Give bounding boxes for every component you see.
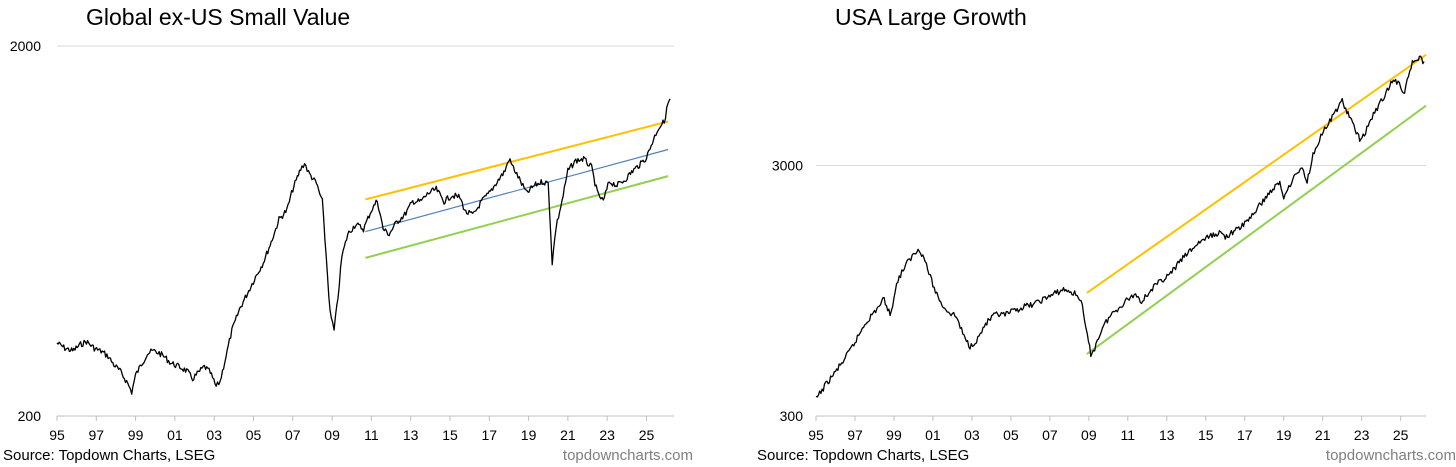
x-tick-label: 15	[442, 427, 458, 443]
x-tick-label: 97	[89, 427, 105, 443]
x-tick-label: 01	[925, 427, 941, 443]
site-credit: topdowncharts.com	[1325, 447, 1456, 464]
chart-plot-global-ex-us: 200 2000 95 97 99 01 03 05 07 09 11 13 15 17 19 21 23 25	[10, 38, 674, 443]
x-tick-label: 07	[285, 427, 301, 443]
x-tick-label: 95	[808, 427, 824, 443]
y-tick-label: 2000	[10, 38, 41, 54]
chart-panel-usa-large-growth: USA Large Growth 300 3000 95 97 99 01 03 05 07 09…	[728, 0, 1456, 467]
y-tick-label: 300	[780, 408, 804, 424]
x-tick-label: 19	[521, 427, 537, 443]
x-tick-label: 97	[847, 427, 863, 443]
x-tick-label: 25	[639, 427, 655, 443]
upper-trend-line	[365, 120, 669, 201]
upper-trend-line	[1086, 53, 1427, 294]
x-tick-label: 21	[1315, 427, 1331, 443]
lower-trend-line	[1086, 104, 1427, 355]
lower-trend-line	[365, 175, 669, 259]
x-tick-label: 09	[324, 427, 340, 443]
x-tick-label: 17	[482, 427, 498, 443]
y-tick-label: 3000	[772, 158, 803, 174]
x-tick-label: 95	[49, 427, 65, 443]
x-tick-label: 25	[1393, 427, 1409, 443]
x-tick-label: 15	[1198, 427, 1214, 443]
x-tick-label: 03	[964, 427, 980, 443]
x-tick-label: 07	[1042, 427, 1058, 443]
x-tick-label: 05	[246, 427, 262, 443]
chart-title: Global ex-US Small Value	[86, 4, 351, 30]
x-tick-label: 23	[1354, 427, 1370, 443]
price-series-line	[815, 55, 1425, 398]
x-tick-label: 13	[1159, 427, 1175, 443]
x-tick-label: 11	[1121, 427, 1136, 443]
x-tick-label: 13	[403, 427, 419, 443]
site-credit: topdowncharts.com	[562, 447, 693, 464]
x-tick-label: 17	[1237, 427, 1253, 443]
source-note: Source: Topdown Charts, LSEG	[3, 447, 216, 464]
y-tick-label: 200	[18, 408, 42, 424]
x-tick-label: 03	[206, 427, 222, 443]
chart-plot-usa-large-growth: 300 3000 95 97 99 01 03 05 07 09 11 13 15 17 19 21 23 25	[772, 53, 1427, 443]
x-tick-label: 11	[364, 427, 379, 443]
middle-trend-line	[365, 148, 669, 233]
source-note: Source: Topdown Charts, LSEG	[757, 447, 970, 464]
x-tick-label: 01	[167, 427, 183, 443]
x-tick-label: 23	[599, 427, 615, 443]
x-tick-label: 19	[1276, 427, 1292, 443]
chart-panel-global-ex-us: Global ex-US Small Value 200 2000 95 97 99 01…	[0, 0, 700, 467]
price-series-line	[56, 98, 671, 395]
x-tick-label: 21	[560, 427, 576, 443]
x-tick-label: 99	[128, 427, 144, 443]
x-tick-label: 09	[1081, 427, 1097, 443]
x-tick-label: 05	[1003, 427, 1019, 443]
chart-title: USA Large Growth	[835, 4, 1027, 30]
x-tick-label: 99	[886, 427, 902, 443]
